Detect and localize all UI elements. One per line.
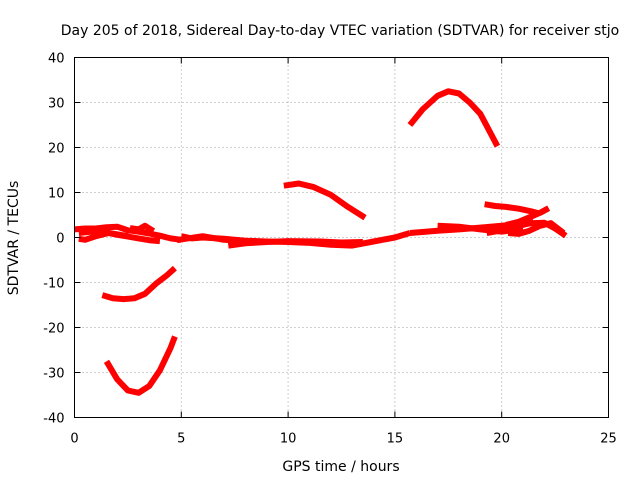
series-line-arc-m [101, 265, 177, 303]
y-tick-label: 40 [48, 52, 65, 67]
y-axis-label: SDTVAR / TECUs [6, 181, 22, 296]
x-tick-label: 10 [280, 432, 297, 447]
x-tick-label: 5 [177, 432, 185, 447]
x-tick-label: 0 [70, 432, 78, 447]
y-tick-label: 20 [48, 142, 65, 157]
series-line-arc-e [505, 205, 551, 228]
series-line-arc-n [103, 335, 178, 396]
series-line-arc-f [507, 220, 566, 237]
y-tick-label: 0 [56, 232, 64, 247]
x-tick-label: 15 [387, 432, 404, 447]
chart-title: Day 205 of 2018, Sidereal Day-to-day VTE… [61, 23, 619, 39]
y-tick-label: -10 [43, 277, 64, 292]
series-line-arc-b [176, 233, 246, 245]
y-tick-label: -40 [43, 412, 64, 427]
series-line-arc-k [283, 180, 367, 221]
series-line-arc-j [129, 222, 156, 234]
plot-frame [74, 57, 609, 418]
x-axis-label: GPS time / hours [282, 459, 399, 475]
series-line-arc-l [407, 88, 501, 148]
y-tick-label: 10 [48, 187, 65, 202]
series-line-arc-c [227, 238, 363, 249]
series-line-arc-h [484, 201, 539, 217]
series-line-arc-main-0-5 [74, 223, 182, 243]
y-tick-label: -20 [43, 322, 64, 337]
series-layer [74, 88, 568, 396]
x-tick-label: 25 [600, 432, 617, 447]
y-tick-label: 30 [48, 97, 65, 112]
series-line-arc-g [437, 222, 524, 235]
y-tick-label: -30 [43, 367, 64, 382]
axis-ticks: 0 5 10 15 20 25 -40 -30 -20 -10 0 10 20 30 40 [43, 52, 617, 447]
x-tick-label: 20 [493, 432, 510, 447]
series-line-arc-i [78, 230, 129, 243]
